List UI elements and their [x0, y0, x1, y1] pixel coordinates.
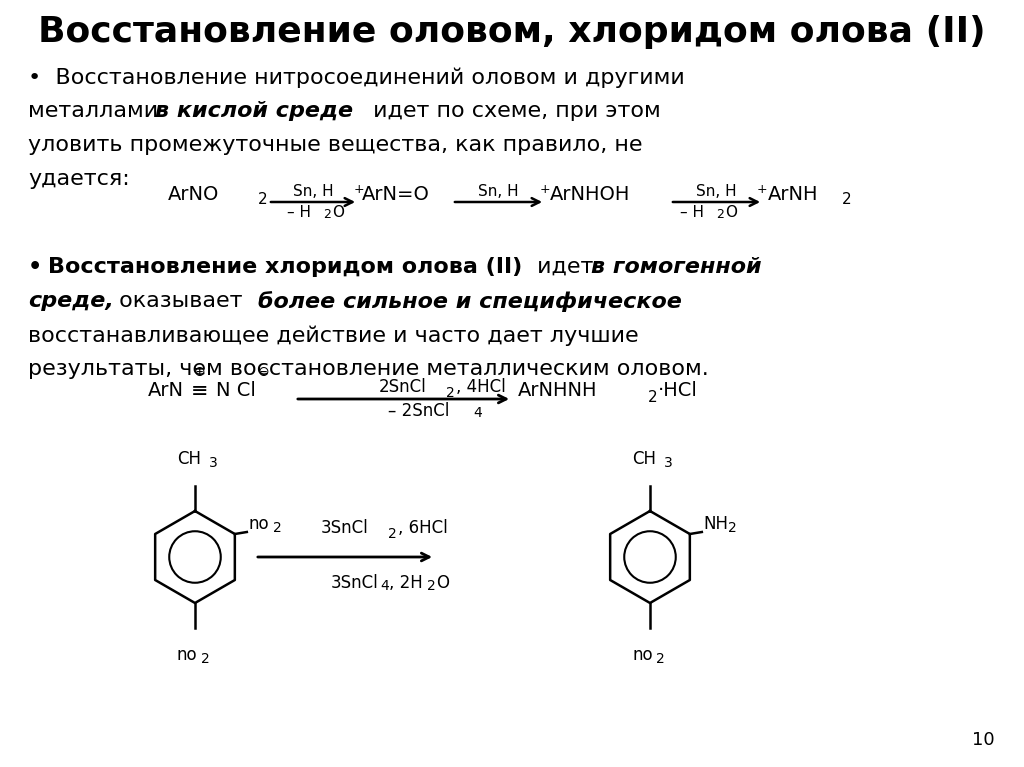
Text: оказывает: оказывает	[112, 291, 250, 311]
Text: – 2SnCl: – 2SnCl	[388, 402, 450, 420]
Text: 3SnCl: 3SnCl	[322, 519, 369, 537]
Text: , 4HCl: , 4HCl	[456, 378, 506, 396]
Text: 2: 2	[648, 390, 657, 404]
Text: результаты, чем восстановление металлическим оловом.: результаты, чем восстановление металличе…	[28, 359, 709, 379]
Text: CH: CH	[632, 450, 656, 468]
Text: 2: 2	[728, 521, 736, 535]
Text: O: O	[436, 574, 449, 592]
Text: ·HCl: ·HCl	[658, 381, 698, 400]
Text: CH: CH	[177, 450, 201, 468]
Text: более сильное и специфическое: более сильное и специфическое	[258, 291, 682, 312]
Text: 2: 2	[388, 527, 396, 541]
Text: ArN: ArN	[148, 381, 184, 400]
Text: 2: 2	[201, 652, 210, 666]
Text: 4: 4	[473, 406, 481, 420]
Text: 2: 2	[842, 193, 852, 208]
Text: +: +	[757, 183, 768, 196]
Text: no: no	[249, 515, 269, 533]
Text: no: no	[177, 646, 198, 664]
Text: 2: 2	[427, 579, 436, 593]
Text: в кислой среде: в кислой среде	[155, 101, 353, 121]
Text: O: O	[725, 205, 737, 220]
Text: ArNHNH: ArNHNH	[518, 381, 597, 400]
Text: ⊖: ⊖	[258, 365, 269, 379]
Text: NH: NH	[703, 515, 729, 533]
Text: ⊕: ⊕	[195, 365, 206, 379]
Text: 2SnCl: 2SnCl	[379, 378, 427, 396]
Text: 3: 3	[209, 456, 218, 470]
Text: идет по схеме, при этом: идет по схеме, при этом	[366, 101, 660, 121]
Text: 2: 2	[656, 652, 665, 666]
Text: •: •	[28, 257, 42, 277]
Text: , 6HCl: , 6HCl	[398, 519, 447, 537]
Text: no: no	[632, 646, 652, 664]
Text: 3: 3	[664, 456, 673, 470]
Text: – H: – H	[287, 205, 311, 220]
Text: O: O	[332, 205, 344, 220]
Text: Восстановление хлоридом олова (II): Восстановление хлоридом олова (II)	[48, 257, 522, 277]
Text: +: +	[354, 183, 365, 196]
Text: 2: 2	[272, 521, 282, 535]
Text: 2: 2	[446, 386, 455, 400]
Text: 2: 2	[323, 208, 331, 221]
Text: ArN=O: ArN=O	[362, 185, 430, 203]
Text: металлами: металлами	[28, 101, 165, 121]
Text: идет: идет	[530, 257, 600, 277]
Text: ≡: ≡	[191, 381, 209, 401]
Text: ArNO: ArNO	[168, 185, 219, 203]
Text: +: +	[540, 183, 551, 196]
Text: – H: – H	[680, 205, 705, 220]
Text: 4: 4	[380, 579, 389, 593]
Text: 2: 2	[258, 193, 267, 208]
Text: ArNHOH: ArNHOH	[550, 185, 631, 203]
Text: Восстановление оловом, хлоридом олова (II): Восстановление оловом, хлоридом олова (I…	[38, 15, 986, 49]
Text: 3SnCl: 3SnCl	[331, 574, 379, 592]
Text: в гомогенной: в гомогенной	[591, 257, 762, 277]
Text: удается:: удается:	[28, 169, 130, 189]
Text: 2: 2	[716, 208, 724, 221]
Text: Sn, H: Sn, H	[477, 184, 518, 199]
Text: •  Восстановление нитросоединений оловом и другими: • Восстановление нитросоединений оловом …	[28, 67, 685, 87]
Text: N Cl: N Cl	[216, 381, 256, 400]
Text: восстанавливающее действие и часто дает лучшие: восстанавливающее действие и часто дает …	[28, 325, 639, 345]
Text: 10: 10	[973, 731, 995, 749]
Text: Sn, H: Sn, H	[695, 184, 736, 199]
Text: уловить промежуточные вещества, как правило, не: уловить промежуточные вещества, как прав…	[28, 135, 642, 155]
Text: , 2H: , 2H	[389, 574, 423, 592]
Text: Sn, H: Sn, H	[293, 184, 334, 199]
Text: среде,: среде,	[28, 291, 114, 311]
Text: ArNH: ArNH	[768, 185, 818, 203]
